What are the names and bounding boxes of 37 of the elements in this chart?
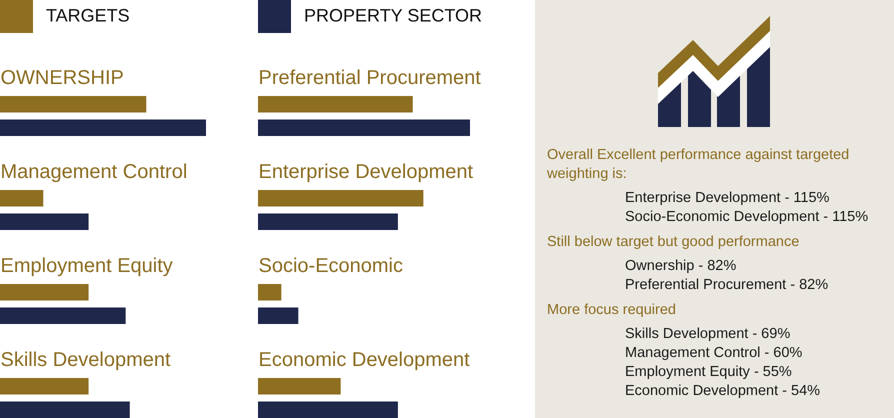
text: Overall Excellent performance against targeted weighting is: — [547, 146, 850, 184]
y-tick-label: Preferential Procurement — [258, 67, 482, 90]
bar — [0, 378, 89, 394]
legend-label: TARGETS — [46, 6, 130, 26]
text: Employment Equity - 55% — [625, 363, 793, 382]
bar — [258, 96, 413, 112]
bar — [258, 190, 424, 206]
bar — [258, 120, 470, 136]
bar — [258, 402, 398, 418]
bar — [258, 214, 398, 230]
text: Preferential Procurement - 82% — [625, 276, 830, 295]
bar — [0, 402, 130, 418]
legend-label: PROPERTY SECTOR — [304, 6, 482, 26]
y-tick-label: Economic Development — [258, 348, 470, 371]
bar — [0, 214, 89, 230]
text: Enterprise Development - 115% — [625, 189, 830, 208]
bar — [258, 378, 341, 394]
y-tick-label: OWNERSHIP — [0, 67, 124, 90]
y-tick-label: Socio-Economic — [258, 254, 404, 277]
bar — [0, 284, 89, 300]
text: Still below target but good performance — [547, 233, 800, 252]
text: Economic Development - 54% — [625, 382, 822, 401]
y-tick-label: Employment Equity — [0, 254, 173, 277]
y-tick-label: Enterprise Development — [258, 161, 474, 184]
text: Management Control - 60% — [625, 344, 804, 363]
text: More focus required — [547, 301, 677, 320]
bar — [258, 308, 298, 324]
bar — [0, 308, 126, 324]
y-tick-label: Skills Development — [0, 348, 172, 371]
bar — [0, 190, 44, 206]
text: Socio-Economic Development - 115% — [625, 208, 870, 227]
text: Ownership - 82% — [625, 257, 738, 276]
bar — [0, 120, 206, 136]
bar — [0, 96, 146, 112]
text: Skills Development - 69% — [625, 325, 792, 344]
bar — [258, 284, 282, 300]
y-tick-label: Management Control — [0, 161, 188, 184]
